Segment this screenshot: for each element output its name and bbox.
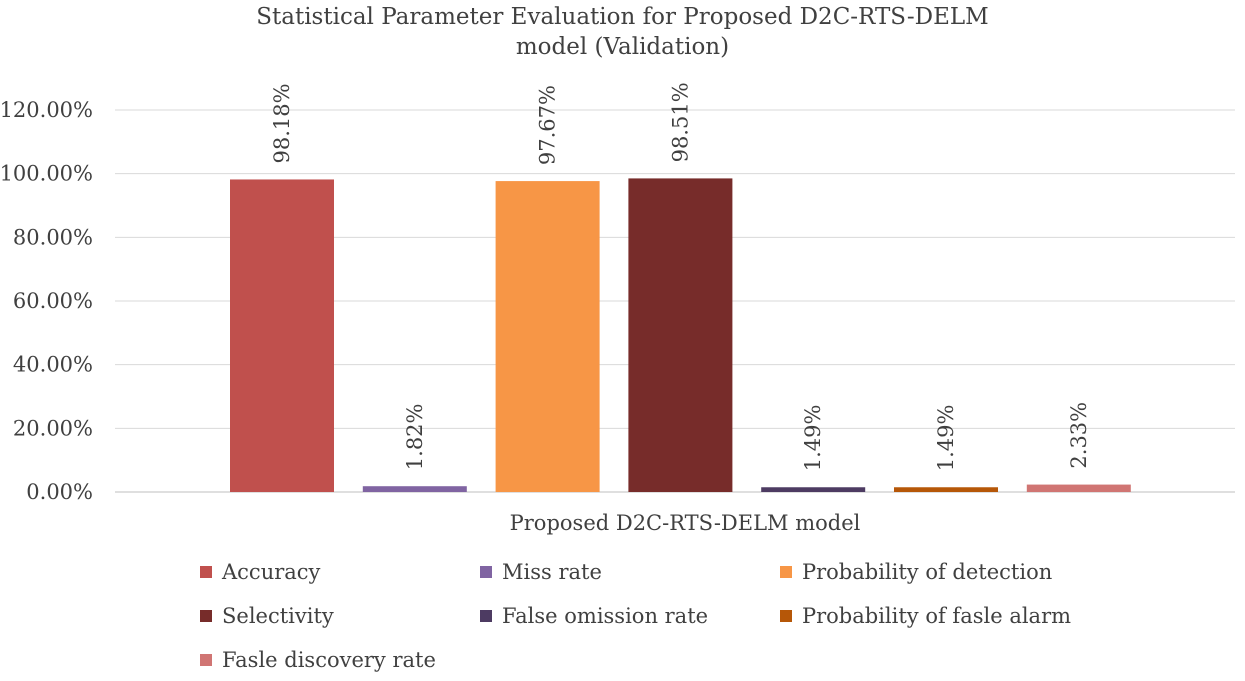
y-tick-label: 40.00%	[13, 353, 93, 377]
legend-item: Accuracy	[200, 560, 320, 584]
data-label: 1.49%	[934, 405, 958, 472]
legend-swatch	[200, 566, 212, 578]
data-label: 1.82%	[403, 403, 427, 470]
legend-swatch	[780, 566, 792, 578]
data-label: 98.18%	[270, 83, 294, 163]
bar-accuracy	[230, 179, 334, 492]
legend-item: Probability of detection	[780, 560, 1052, 584]
legend-swatch	[480, 566, 492, 578]
legend-label: Miss rate	[502, 560, 602, 584]
legend-swatch	[200, 654, 212, 666]
legend-item: Probability of fasle alarm	[780, 604, 1071, 628]
y-tick-label: 120.00%	[0, 98, 93, 122]
y-axis-ticks: 0.00% 20.00% 40.00% 60.00% 80.00% 100.00% 120.…	[0, 98, 93, 504]
legend-item: False omission rate	[480, 604, 708, 628]
y-tick-label: 20.00%	[13, 416, 93, 440]
bar-chart: 0.00% 20.00% 40.00% 60.00% 80.00% 100.00% 120.…	[0, 82, 1235, 535]
bar-selectivity	[628, 178, 733, 492]
data-label: 1.49%	[801, 405, 825, 472]
data-label: 98.51%	[668, 82, 692, 162]
chart-title-line-1: Statistical Parameter Evaluation for Pro…	[256, 4, 989, 30]
legend-item: Selectivity	[200, 604, 334, 628]
legend-label: False omission rate	[502, 604, 709, 628]
y-tick-label: 80.00%	[13, 225, 93, 249]
data-label: 2.33%	[1067, 402, 1091, 469]
bar-fasle-discovery-rate	[1026, 484, 1131, 492]
data-labels: 98.18% 1.82% 97.67% 98.51% 1.49% 1.49% 2.33%	[270, 82, 1091, 471]
legend-swatch	[200, 610, 212, 622]
data-label: 97.67%	[536, 85, 560, 165]
legend-label: Selectivity	[222, 604, 334, 628]
bar-probability-of-detection	[495, 181, 600, 492]
legend-label: Fasle discovery rate	[222, 648, 436, 672]
legend-label: Probability of fasle alarm	[802, 604, 1072, 628]
legend-swatch	[480, 610, 492, 622]
chart-title-line-2: model (Validation)	[515, 34, 730, 60]
legend-item: Fasle discovery rate	[200, 648, 436, 672]
y-tick-label: 60.00%	[13, 289, 93, 313]
legend-label: Probability of detection	[802, 560, 1053, 584]
legend-item: Miss rate	[480, 560, 602, 584]
legend-swatch	[780, 610, 792, 622]
bar-miss-rate	[362, 486, 467, 492]
chart-title: Statistical Parameter Evaluation for Pro…	[0, 2, 1245, 62]
x-axis-label: Proposed D2C-RTS-DELM model	[510, 511, 861, 535]
legend-label: Accuracy	[222, 560, 321, 584]
y-tick-label: 100.00%	[0, 162, 93, 186]
bar-probability-of-fasle-alarm	[894, 487, 998, 492]
bar-false-omission-rate	[761, 487, 866, 492]
bars	[230, 178, 1131, 492]
y-tick-label: 0.00%	[26, 480, 93, 504]
